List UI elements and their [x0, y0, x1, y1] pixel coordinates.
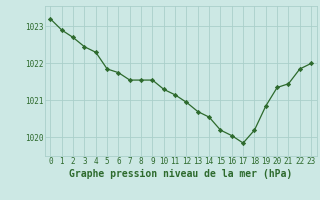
X-axis label: Graphe pression niveau de la mer (hPa): Graphe pression niveau de la mer (hPa) — [69, 169, 292, 179]
